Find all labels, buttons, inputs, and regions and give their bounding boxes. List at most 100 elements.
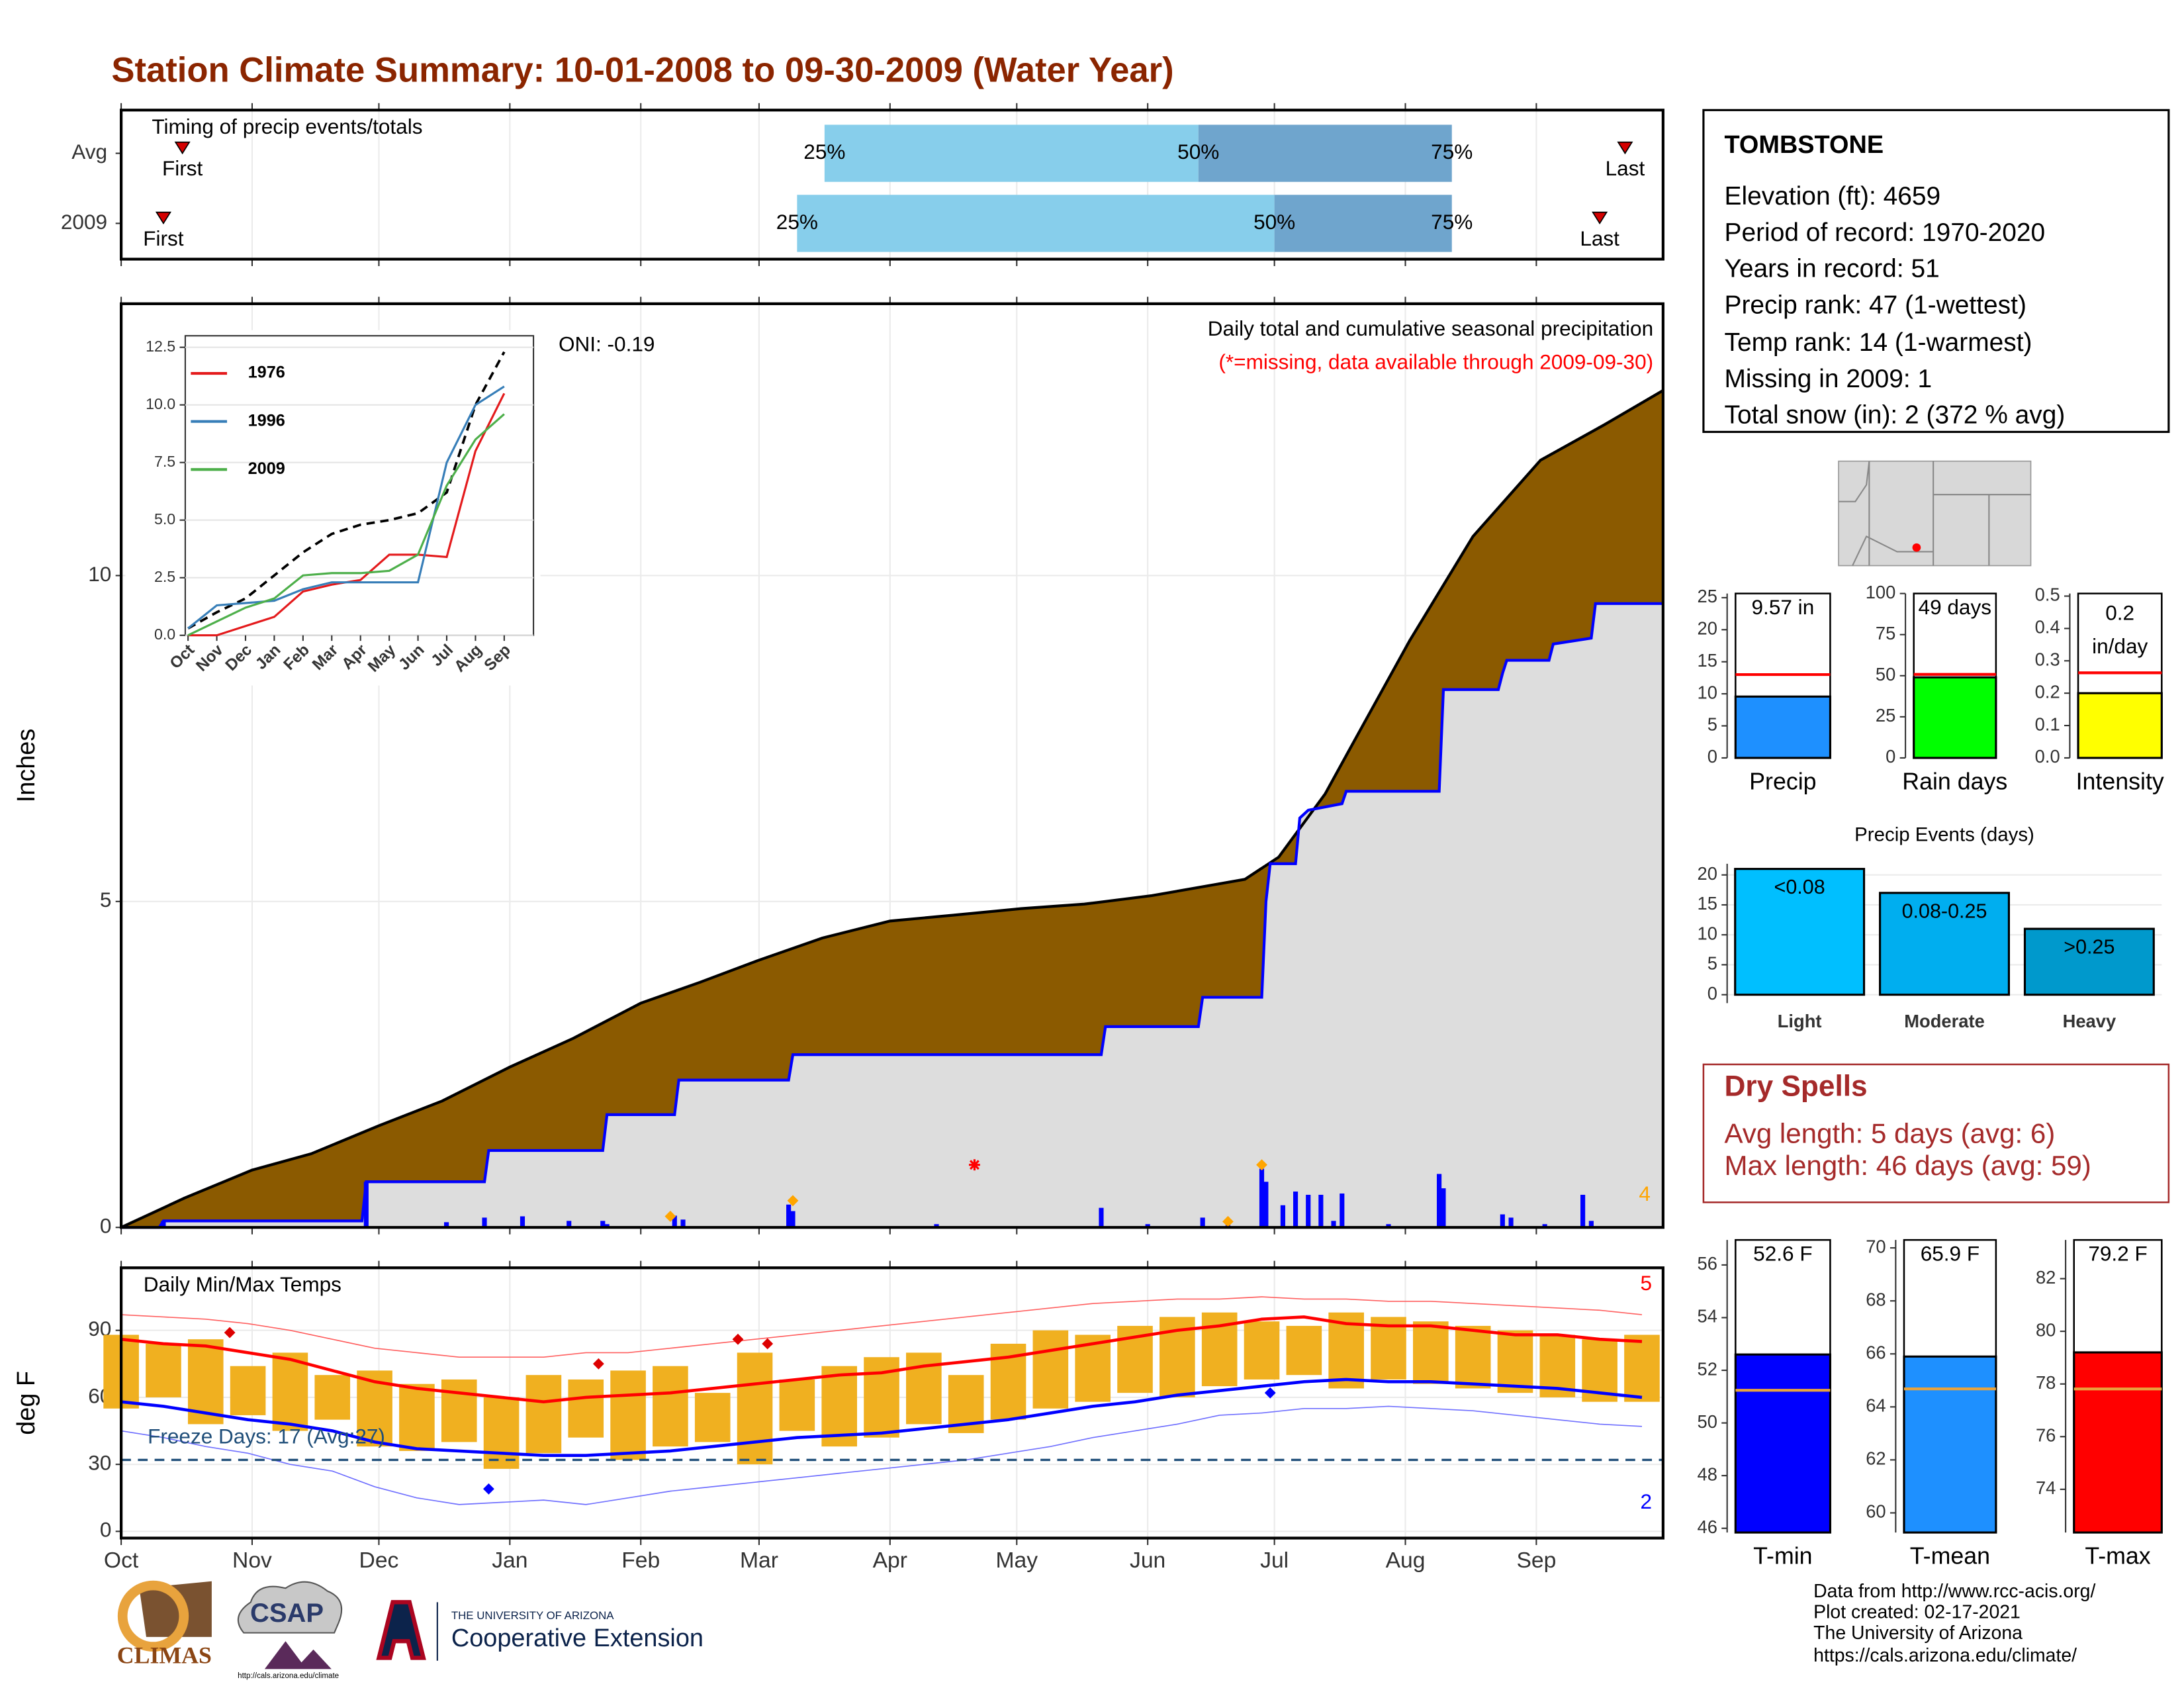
value-label: 0.08-0.25 <box>1902 900 1987 922</box>
chart-bar: 60 62 64 66 68 70 65.9 F T-mean <box>1866 1236 1997 1569</box>
y-tick-label: 0.2 <box>2035 681 2060 702</box>
y-tick-label: 64 <box>1866 1395 1886 1416</box>
daily-precip-bar <box>520 1216 525 1228</box>
bar <box>1913 676 1997 759</box>
daily-precip-bar <box>482 1217 487 1228</box>
value-label: 52.6 F <box>1753 1242 1812 1266</box>
station-line: Elevation (ft): 4659 <box>1724 182 1940 211</box>
y-tick-label: 70 <box>1866 1236 1886 1256</box>
event-label: First <box>162 156 203 180</box>
y-tick-label: 0.0 <box>154 626 175 643</box>
timing-bar <box>1198 124 1452 182</box>
logos: CLIMAS CSAP http://cals.arizona.edu/clim… <box>117 1580 704 1680</box>
dry-spells-line: Avg length: 5 days (avg: 6) <box>1724 1117 2055 1149</box>
x-tick-label: Aug <box>1386 1548 1426 1573</box>
value-label: 49 days <box>1919 595 1992 619</box>
daily-precip-bar <box>1259 1168 1265 1228</box>
x-tick-label: Apr <box>873 1548 907 1573</box>
value-label: 0.2 <box>2105 601 2134 625</box>
csap-mountains <box>264 1641 332 1669</box>
daily-range-bar <box>779 1379 815 1431</box>
daily-range-bar <box>1244 1321 1280 1380</box>
x-tick-label: Feb <box>621 1548 660 1573</box>
daily-precip-bar <box>1306 1194 1311 1228</box>
value-label: 79.2 F <box>2088 1242 2147 1266</box>
csap-text: CSAP <box>250 1599 324 1628</box>
daily-precip-bar <box>444 1222 449 1228</box>
daily-range-bar <box>1497 1330 1533 1393</box>
inset-plot <box>184 335 535 636</box>
station-line: Precip rank: 47 (1-wettest) <box>1724 291 2026 319</box>
footer-line: https://cals.arizona.edu/climate/ <box>1813 1645 2077 1666</box>
y-tick-label: 5 <box>1707 714 1717 735</box>
quartile-label: 50% <box>1177 140 1219 164</box>
bar <box>2073 1351 2163 1534</box>
daily-precip-bar <box>1293 1192 1298 1228</box>
daily-range-bar <box>272 1352 308 1431</box>
daily-precip-bar <box>1331 1221 1336 1228</box>
annotation: (*=missing, data available through 2009-… <box>1218 350 1653 374</box>
event-label: Last <box>1580 226 1619 250</box>
daily-range-bar <box>694 1393 731 1442</box>
footer-line: Plot created: 02-17-2021 <box>1813 1602 2021 1623</box>
legend-label: 2009 <box>248 459 285 478</box>
record-line <box>121 1296 1643 1358</box>
cumulative-line <box>120 389 1664 1229</box>
daily-range-bar <box>864 1357 899 1438</box>
daily-precip-bar <box>1318 1194 1324 1228</box>
chart-range: Avg 25% 50% 75% First Last 2009 25% 50% 75% First L… <box>61 103 1664 267</box>
plot-frame <box>119 1266 1664 1540</box>
csap-url: http://cals.arizona.edu/climate <box>238 1672 339 1680</box>
annotation: 5 <box>1640 1271 1652 1295</box>
footer-line: Data from http://www.rcc-acis.org/ <box>1813 1581 2095 1602</box>
event-marker <box>1617 141 1633 155</box>
value-label: >0.25 <box>2064 936 2115 959</box>
y-tick-label: 50 <box>1698 1411 1717 1432</box>
y-tick-label: 0 <box>100 1214 112 1238</box>
normal-line <box>120 1378 1643 1457</box>
chart-area: 0 5 10 ONI: -0.19 Daily total and cumulative… <box>13 297 1664 1238</box>
station-dot <box>1912 543 1921 552</box>
y-tick-label: 75 <box>1876 623 1895 643</box>
bar <box>1734 1353 1832 1534</box>
y-tick-label: 74 <box>2036 1477 2056 1498</box>
daily-range-bar <box>821 1366 858 1447</box>
legend-label: 1996 <box>248 411 285 430</box>
daily-range-bar <box>483 1397 520 1469</box>
daily-precip-bar <box>1580 1194 1586 1228</box>
normal-line <box>120 1315 1643 1404</box>
season-line <box>187 385 505 630</box>
y-tick-label: 62 <box>1866 1448 1886 1469</box>
daily-range-bar <box>146 1343 181 1397</box>
state-borders <box>1839 461 2031 566</box>
y-tick-label: 76 <box>2036 1425 2056 1446</box>
y-tick-label: 5 <box>1707 953 1717 974</box>
y-tick-label: 7.5 <box>154 453 175 470</box>
record-line <box>120 1405 1643 1505</box>
plot-frame <box>119 109 1664 261</box>
quartile-label: 25% <box>776 210 818 234</box>
daily-range-bar <box>1455 1325 1491 1389</box>
station-line: Period of record: 1970-2020 <box>1724 218 2045 247</box>
daily-precip-bar <box>1340 1193 1345 1228</box>
y-tick-label: 82 <box>2036 1267 2056 1288</box>
daily-precip-bar <box>1500 1214 1505 1228</box>
chart-bar: 0 5 10 15 20 <0.08 Light 0.08-0.25 Moderate >0.25… <box>1698 824 2162 1031</box>
map-frame <box>1838 460 2032 567</box>
event-marker <box>1592 211 1608 225</box>
annotation: Freeze Days: 17 (Avg:27) <box>148 1424 385 1448</box>
quartile-label: 25% <box>803 140 845 164</box>
chart-bar: 74 76 78 80 82 79.2 F T-max <box>2036 1239 2163 1569</box>
record-marker <box>787 1195 799 1207</box>
coop-text: Cooperative Extension <box>451 1624 704 1652</box>
x-tick-label: Sep <box>1516 1548 1556 1573</box>
station-box <box>1702 109 2170 434</box>
y-tick-label: 0.3 <box>2035 649 2060 669</box>
event-marker <box>174 141 191 155</box>
bar <box>1879 892 2010 996</box>
station-line: Total snow (in): 2 (372 % avg) <box>1724 401 2065 430</box>
ua-text: THE UNIVERSITY OF ARIZONA <box>451 1609 614 1622</box>
daily-range-bar <box>653 1366 688 1447</box>
quartile-label: 75% <box>1431 210 1473 234</box>
